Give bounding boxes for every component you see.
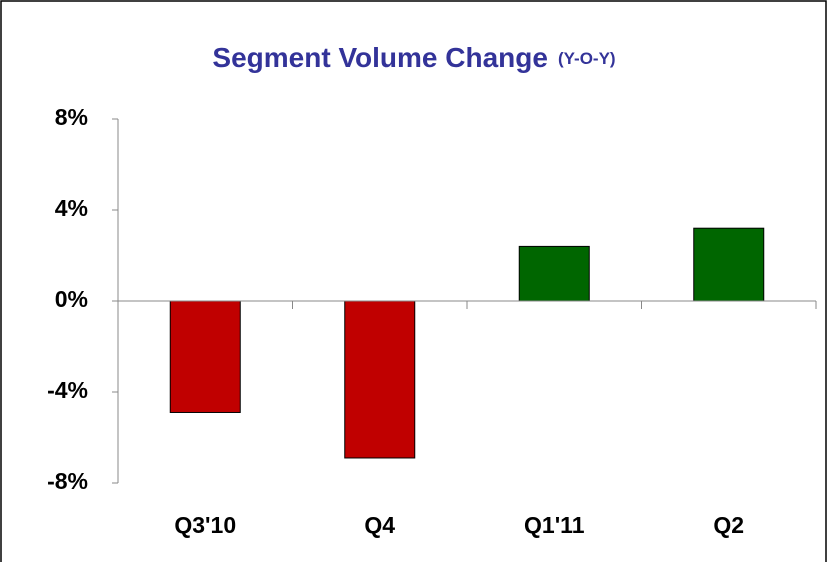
y-tick-label: -8% <box>47 468 88 494</box>
y-tick-label: 8% <box>55 104 88 130</box>
bar <box>518 245 590 302</box>
x-tick-label: Q3'10 <box>174 512 236 538</box>
x-tick-label: Q4 <box>364 512 395 538</box>
bar <box>169 300 241 413</box>
chart-subtitle: (Y-O-Y) <box>558 49 616 68</box>
bar <box>344 300 416 459</box>
y-tick-label: 4% <box>55 195 88 221</box>
x-tick-label: Q1'11 <box>524 512 585 538</box>
chart-title-group: Segment Volume Change (Y-O-Y) <box>212 42 615 73</box>
y-tick-label: -4% <box>47 377 88 403</box>
chart-title: Segment Volume Change <box>212 42 548 73</box>
bar <box>693 227 765 302</box>
y-tick-label: 0% <box>55 286 88 312</box>
x-tick-label: Q2 <box>713 512 744 538</box>
